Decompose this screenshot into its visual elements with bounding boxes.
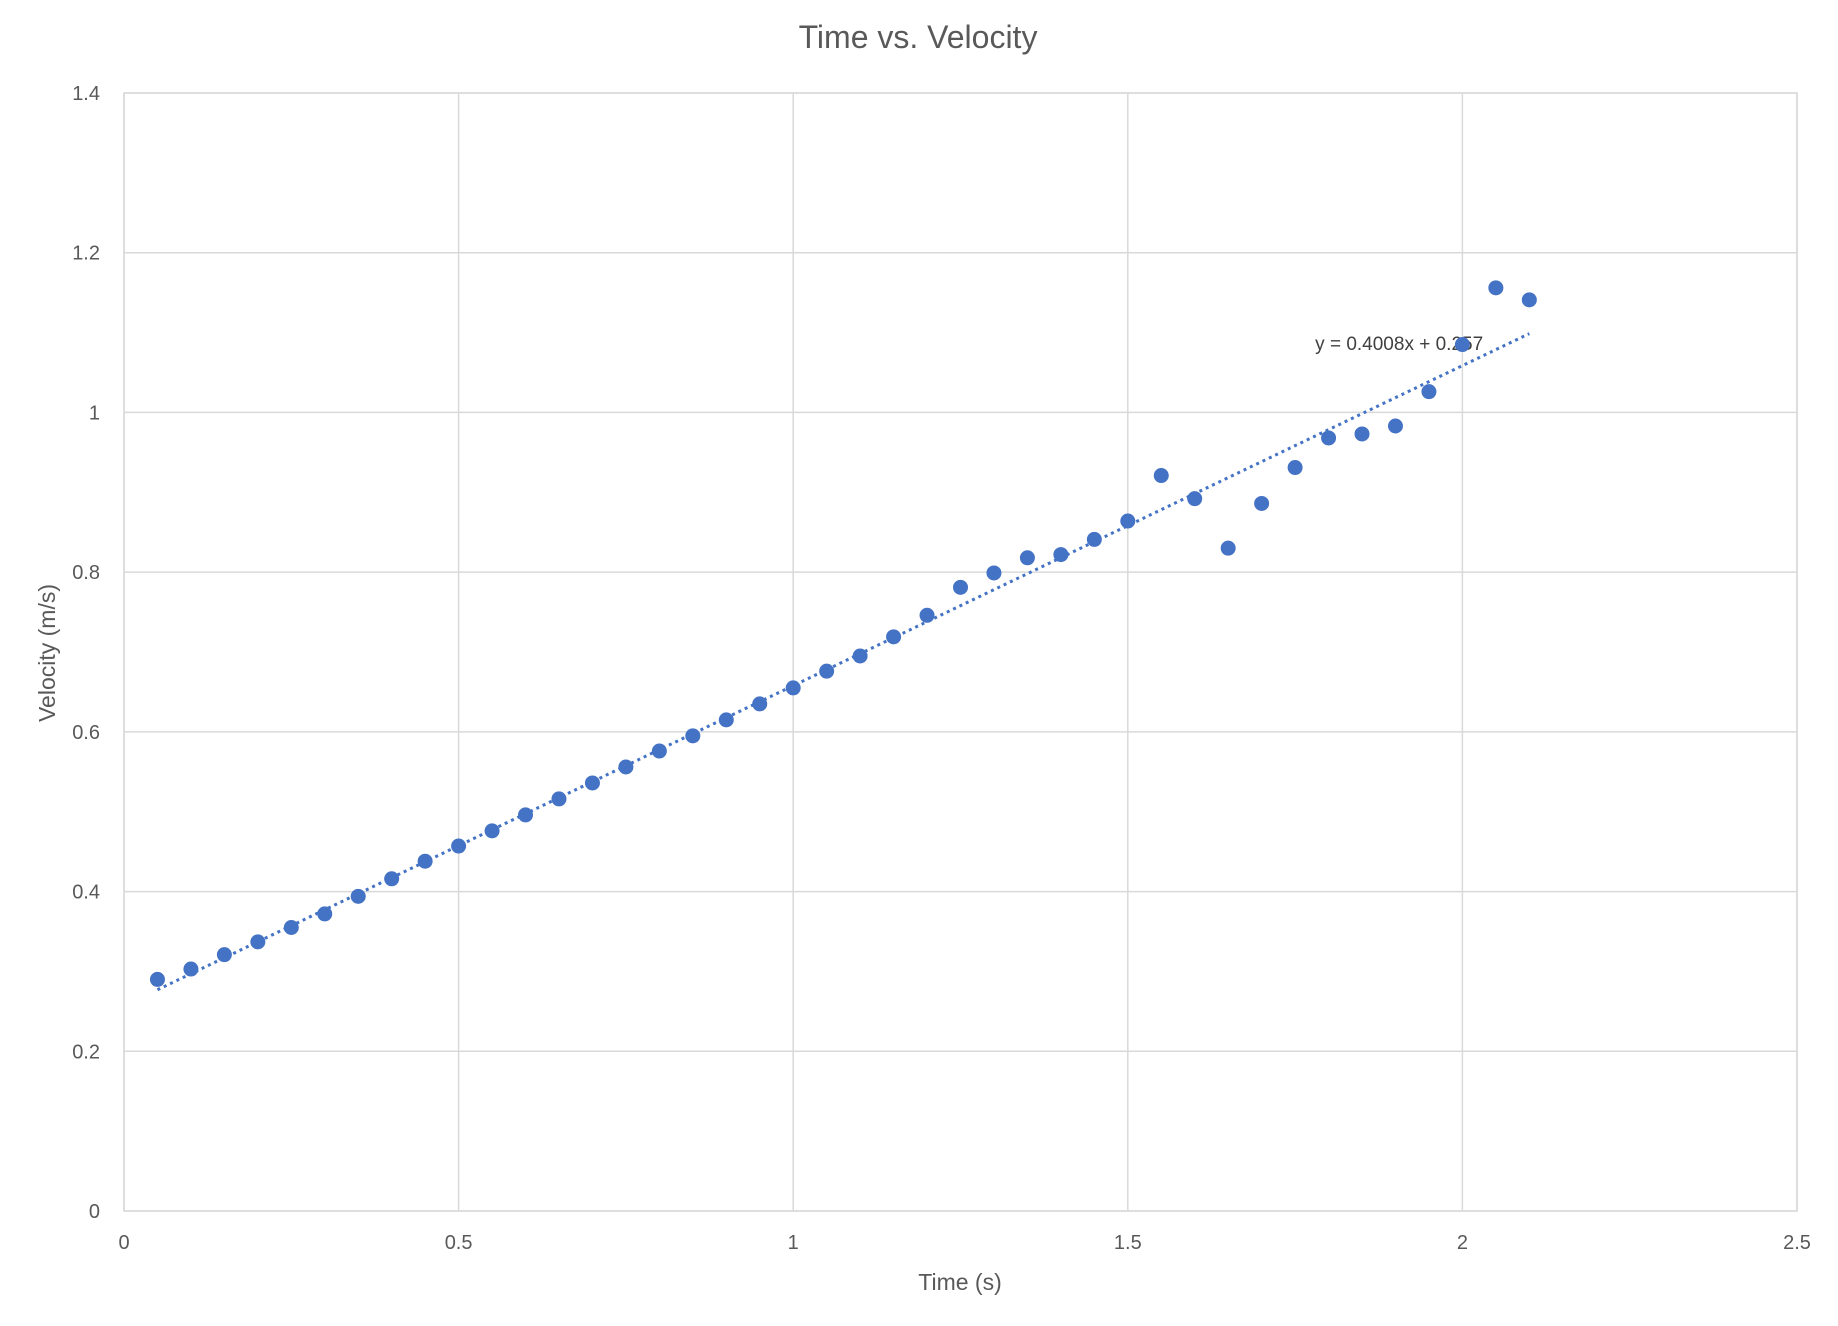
data-point — [1287, 460, 1303, 476]
data-point — [250, 934, 266, 950]
y-tick-label: 0.8 — [72, 562, 100, 584]
y-tick-label: 1 — [89, 402, 100, 424]
y-tick-label: 1.2 — [72, 243, 100, 265]
trendline-equation: y = 0.4008x + 0.257 — [1315, 334, 1483, 355]
x-axis-title: Time (s) — [918, 1269, 1001, 1295]
data-point — [350, 888, 366, 904]
data-point — [1053, 547, 1069, 563]
data-point — [685, 728, 701, 744]
data-point — [283, 920, 299, 936]
data-point — [584, 775, 600, 791]
y-tick-label: 0 — [89, 1201, 100, 1223]
x-tick-label: 2 — [1457, 1232, 1468, 1254]
data-point — [953, 579, 968, 595]
data-point — [718, 712, 734, 728]
y-tick-label: 1.4 — [72, 83, 100, 105]
data-point — [1421, 384, 1437, 400]
data-point — [986, 565, 1002, 581]
data-point — [1120, 513, 1136, 529]
data-point — [1220, 540, 1236, 556]
data-point — [785, 680, 801, 696]
data-point — [1086, 531, 1102, 547]
x-axis-ticks: 0 0.5 1 1.5 2 2.5 — [118, 1232, 1810, 1254]
x-tick-label: 1.5 — [1114, 1232, 1142, 1254]
data-point — [149, 971, 165, 987]
data-point — [1387, 418, 1403, 434]
data-point — [384, 871, 400, 887]
data-point — [1321, 430, 1337, 446]
data-point — [752, 696, 768, 712]
data-point — [886, 629, 902, 645]
data-point — [1354, 426, 1370, 442]
chart-title: Time vs. Velocity — [799, 19, 1038, 55]
y-tick-label: 0.4 — [72, 882, 100, 904]
data-point — [451, 838, 467, 854]
data-point — [919, 607, 935, 623]
x-tick-label: 0.5 — [445, 1232, 473, 1254]
data-point — [651, 743, 667, 759]
y-axis-title: Velocity (m/s) — [34, 584, 60, 722]
data-point — [1454, 337, 1470, 353]
data-point — [551, 791, 567, 807]
data-point — [819, 663, 835, 679]
y-tick-label: 0.2 — [72, 1041, 100, 1063]
data-point — [417, 853, 433, 869]
x-tick-label: 0 — [118, 1232, 129, 1254]
x-tick-label: 1 — [788, 1232, 799, 1254]
data-points — [149, 280, 1537, 987]
data-point — [618, 759, 634, 775]
plot-area-frame — [123, 92, 1798, 1212]
data-point — [1019, 550, 1035, 566]
data-point — [216, 947, 232, 963]
data-point — [317, 906, 333, 922]
data-point — [1254, 495, 1270, 511]
y-tick-label: 0.6 — [72, 722, 100, 744]
data-point — [1153, 468, 1169, 484]
data-point — [183, 961, 199, 977]
data-point — [518, 807, 534, 823]
data-point — [1521, 292, 1537, 308]
data-point — [484, 823, 500, 839]
x-tick-label: 2.5 — [1783, 1232, 1811, 1254]
data-point — [1488, 280, 1504, 296]
y-axis-ticks: 0 0.2 0.4 0.6 0.8 1 1.2 1.4 — [72, 83, 100, 1223]
data-point — [852, 648, 868, 664]
data-point — [1187, 491, 1203, 507]
